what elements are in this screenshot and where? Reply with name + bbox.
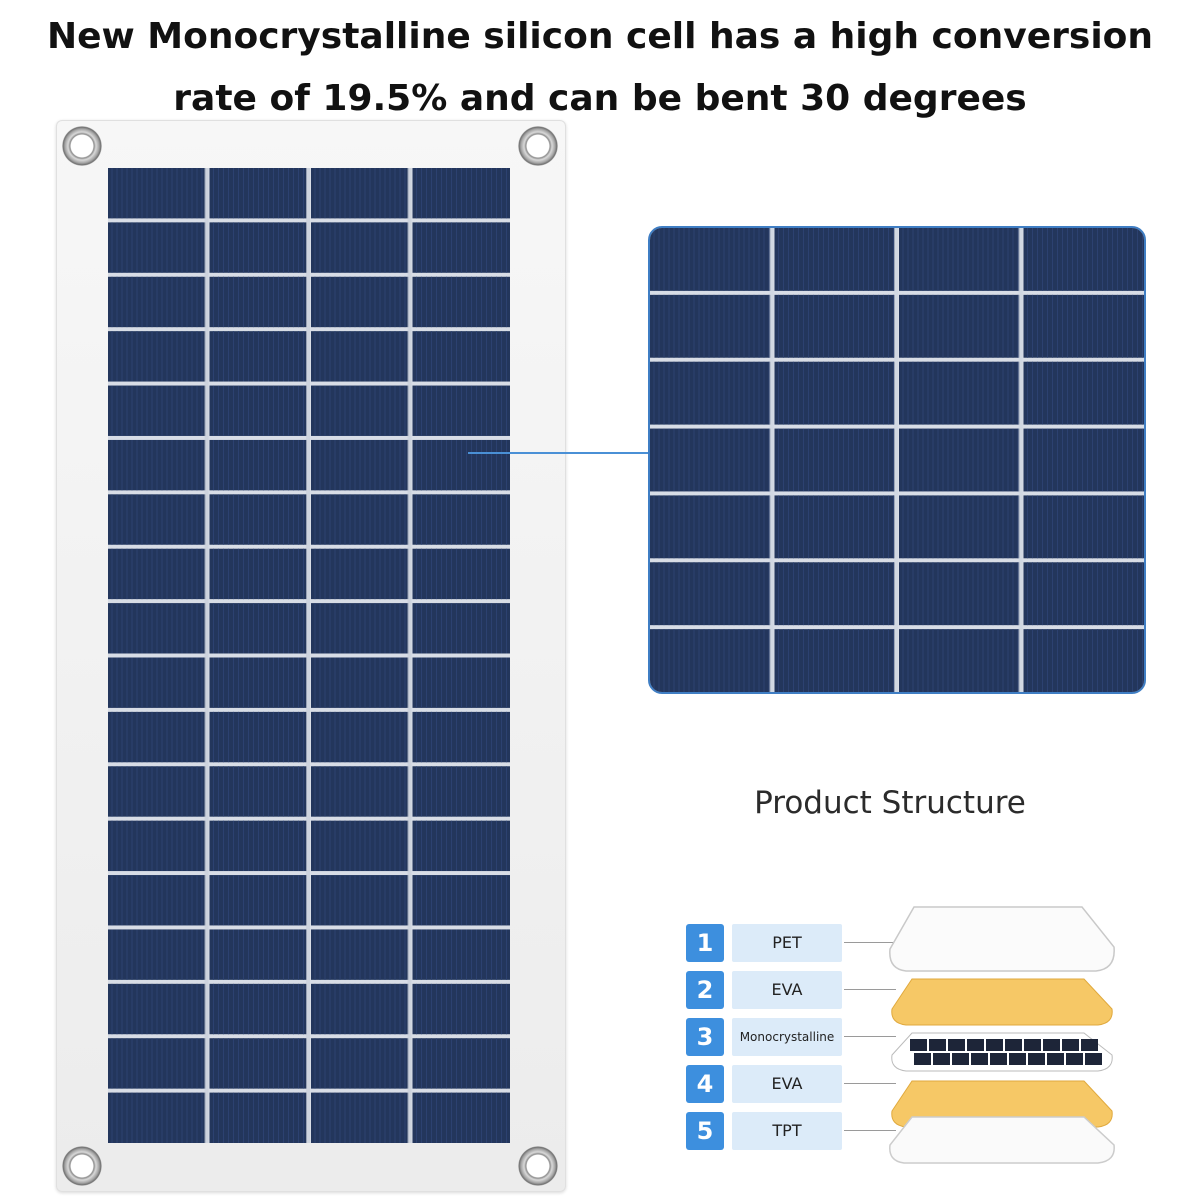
mini-solar-cell: [952, 1053, 969, 1065]
mini-solar-cell: [1024, 1039, 1041, 1051]
solar-cell: [1023, 228, 1144, 291]
mini-solar-cell: [1062, 1039, 1079, 1051]
solar-cell: [1023, 428, 1144, 492]
solar-cell: [650, 495, 771, 559]
solar-cell: [774, 495, 895, 559]
mini-solar-cell: [914, 1053, 931, 1065]
zoomed-cell-detail: [648, 226, 1146, 694]
mini-solar-cell: [1009, 1053, 1026, 1065]
layer-label: EVA: [732, 1065, 842, 1103]
layer-row-4: 4 EVA: [686, 1065, 1146, 1103]
headline-line-2: rate of 19.5% and can be bent 30 degrees: [173, 78, 1027, 119]
solar-cell: [899, 562, 1020, 626]
solar-cell: [1023, 495, 1144, 559]
layer-row-2: 2 EVA: [686, 971, 1146, 1009]
monocrystalline-layer-sheet: [891, 1032, 1113, 1072]
tpt-layer-sheet: [889, 1116, 1115, 1164]
layer-row-3: 3 Monocrystalline: [686, 1018, 1146, 1056]
layer-leader-line: [844, 1130, 896, 1131]
layer-row-5: 5 TPT: [686, 1112, 1146, 1150]
mini-solar-cell: [1047, 1053, 1064, 1065]
layer-label: Monocrystalline: [732, 1018, 842, 1056]
solar-cell: [899, 495, 1020, 559]
headline: New Monocrystalline silicon cell has a h…: [0, 6, 1200, 130]
mini-solar-cell: [929, 1039, 946, 1051]
mini-solar-cell: [933, 1053, 950, 1065]
mini-solar-cell: [990, 1053, 1007, 1065]
solar-cell: [774, 361, 895, 425]
mounting-grommet-icon: [62, 126, 102, 166]
eva-layer-sheet-bottom: [891, 1080, 1113, 1128]
solar-cell: [774, 629, 895, 692]
solar-cell: [899, 228, 1020, 291]
layer-leader-line: [844, 1036, 896, 1037]
solar-cell: [1023, 629, 1144, 692]
solar-cell: [650, 228, 771, 291]
solar-cell: [650, 629, 771, 692]
mounting-grommet-icon: [518, 126, 558, 166]
layer-number: 1: [686, 924, 724, 962]
solar-cell: [774, 294, 895, 358]
mounting-grommet-icon: [518, 1146, 558, 1186]
mini-solar-cell: [910, 1039, 927, 1051]
mini-solar-cell: [1081, 1039, 1098, 1051]
mini-solar-cell: [1028, 1053, 1045, 1065]
layer-leader-line: [844, 989, 896, 990]
layer-label: PET: [732, 924, 842, 962]
mounting-grommet-icon: [62, 1146, 102, 1186]
product-structure-title: Product Structure: [754, 785, 1026, 821]
solar-cell: [1023, 562, 1144, 626]
solar-cell: [899, 294, 1020, 358]
zoom-connector-line: [468, 452, 650, 454]
layer-number: 2: [686, 971, 724, 1009]
layer-number: 3: [686, 1018, 724, 1056]
layer-leader-line: [844, 942, 896, 943]
mini-solar-cell: [1043, 1039, 1060, 1051]
layer-number: 5: [686, 1112, 724, 1150]
solar-cell-grid: [108, 168, 510, 1143]
pet-layer-sheet: [889, 906, 1115, 972]
exploded-layers-illustration: [889, 906, 1115, 1164]
solar-cell: [1023, 294, 1144, 358]
mini-solar-cell: [1066, 1053, 1083, 1065]
mini-solar-cell: [967, 1039, 984, 1051]
layer-leader-line: [844, 1083, 896, 1084]
mini-solar-cell: [986, 1039, 1003, 1051]
mini-solar-cell: [1085, 1053, 1102, 1065]
layer-label: TPT: [732, 1112, 842, 1150]
solar-cell: [650, 294, 771, 358]
mini-solar-cell: [948, 1039, 965, 1051]
mini-solar-cell: [1005, 1039, 1022, 1051]
solar-cell: [650, 562, 771, 626]
solar-cell: [899, 629, 1020, 692]
solar-cell: [899, 428, 1020, 492]
solar-cell: [774, 562, 895, 626]
solar-cell: [774, 428, 895, 492]
solar-cell: [1023, 361, 1144, 425]
eva-layer-sheet-top: [891, 978, 1113, 1026]
mini-solar-cell: [971, 1053, 988, 1065]
solar-cell: [650, 428, 771, 492]
layer-label: EVA: [732, 971, 842, 1009]
layer-row-1: 1 PET: [686, 924, 1146, 962]
solar-cell: [650, 361, 771, 425]
layer-number: 4: [686, 1065, 724, 1103]
solar-cell: [774, 228, 895, 291]
headline-line-1: New Monocrystalline silicon cell has a h…: [46, 16, 1154, 57]
solar-cell: [899, 361, 1020, 425]
